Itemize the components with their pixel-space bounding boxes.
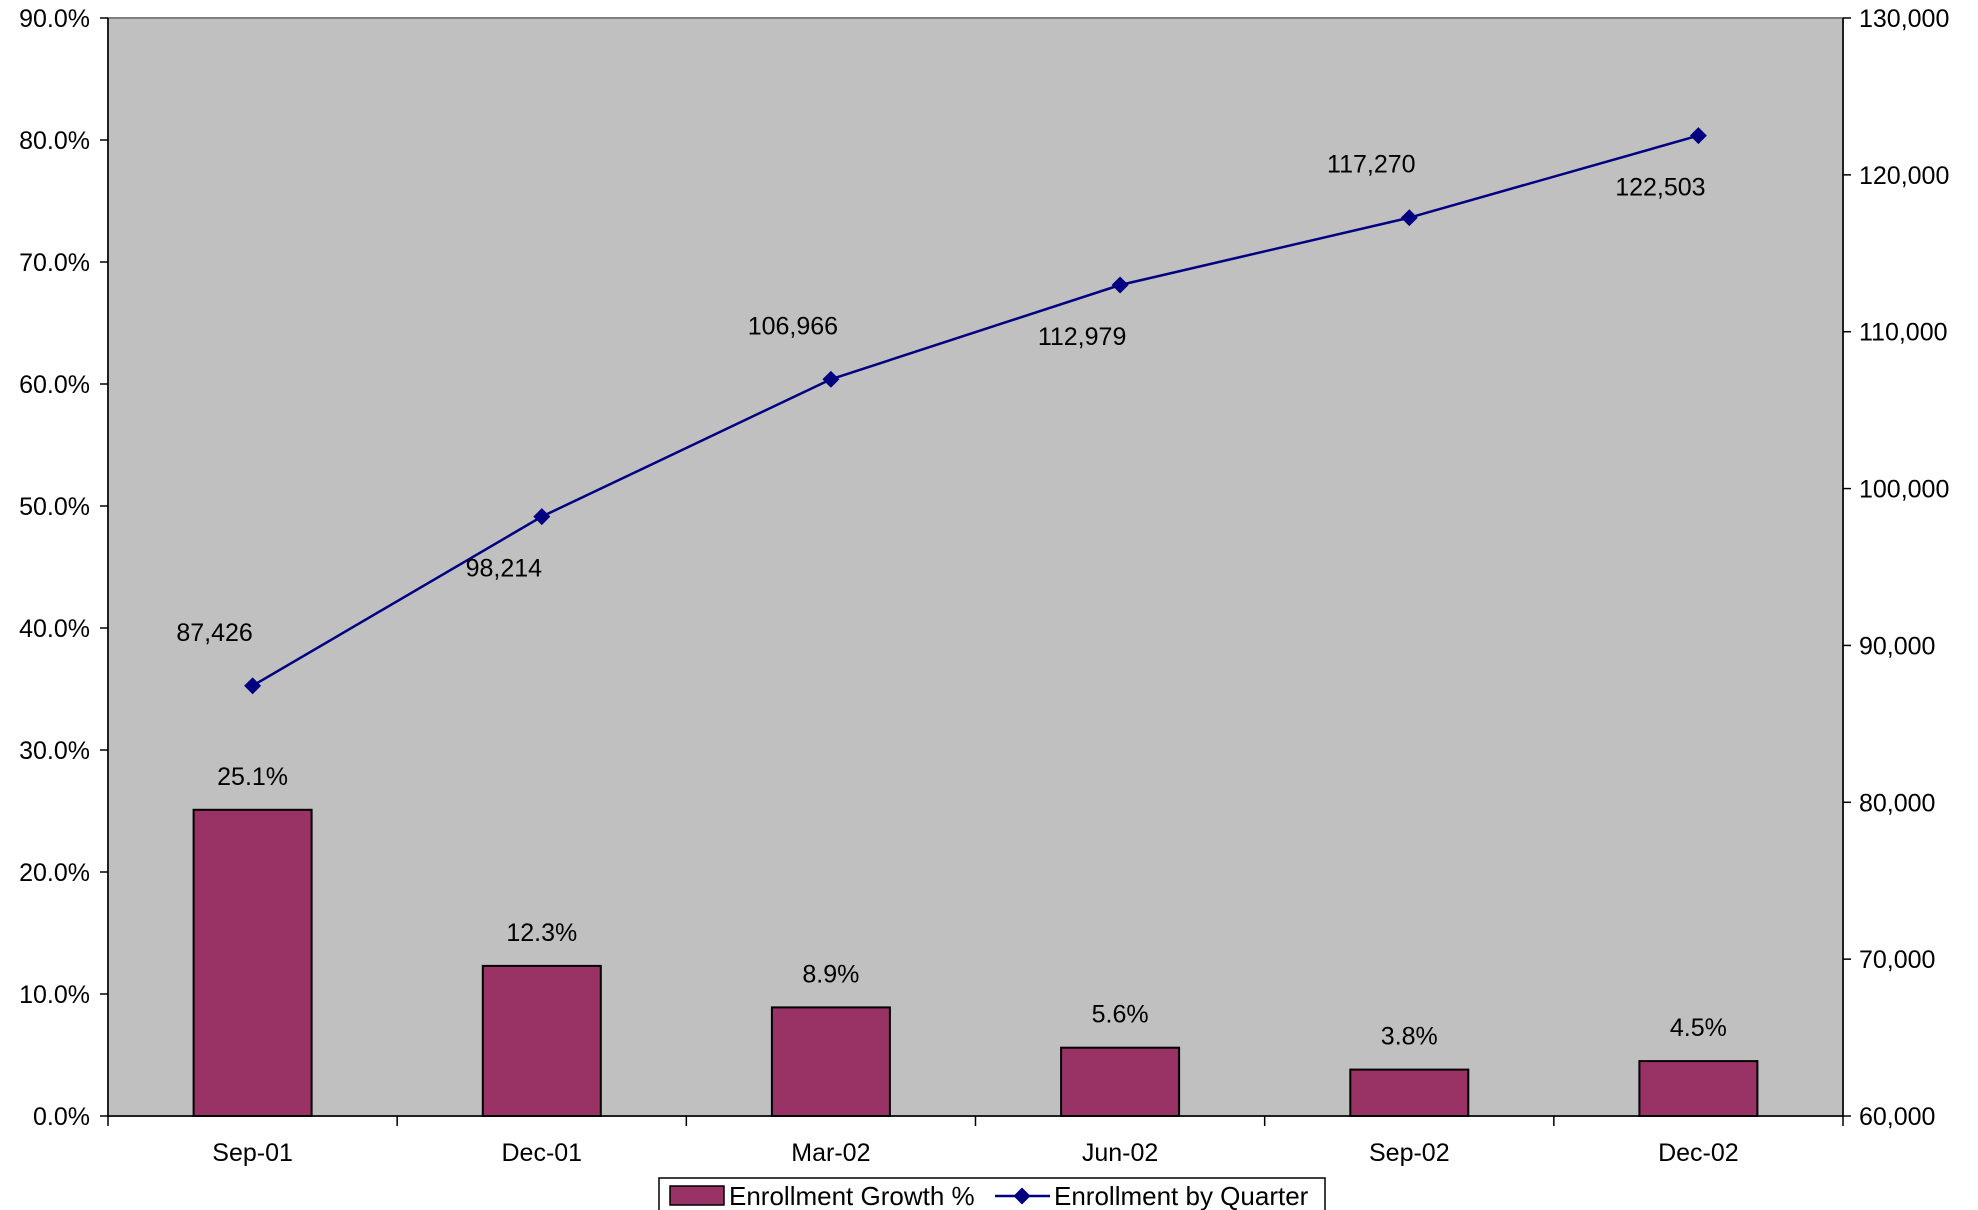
- y-left-tick-label-8: 80.0%: [19, 127, 90, 155]
- line-data-label-1: 98,214: [466, 555, 543, 583]
- labels-layer: 25.1% 12.3% 8.9% 5.6% 3.8% 4.5% 87,426 98,214 10…: [176, 151, 1727, 1051]
- y-right-tick-label-5: 110,000: [1859, 319, 1948, 347]
- y-left-tick-label-7: 70.0%: [19, 249, 90, 277]
- x-tick-label-3: Jun-02: [1082, 1139, 1158, 1167]
- y-left-tick-label-1: 10.0%: [19, 981, 90, 1009]
- y-left-tick-label-2: 20.0%: [19, 859, 90, 887]
- line-data-label-3: 112,979: [1038, 323, 1127, 351]
- plot-area: [107, 17, 1844, 1117]
- y-right-tick-label-6: 120,000: [1859, 162, 1949, 190]
- bar-data-label-1: 12.3%: [506, 919, 577, 947]
- bar-data-label-5: 4.5%: [1670, 1014, 1727, 1042]
- x-tick-label-0: Sep-01: [212, 1139, 293, 1167]
- legend-box: [658, 1177, 1326, 1210]
- bar-data-label-3: 5.6%: [1092, 1001, 1149, 1029]
- line-data-label-5: 122,503: [1615, 174, 1705, 202]
- y-left-tick-label-6: 60.0%: [19, 371, 90, 399]
- y-left-tick-label-9: 90.0%: [19, 5, 90, 33]
- axes-layer: 0.0% 10.0% 20.0% 30.0% 40.0% 50.0% 60.0% 70.0% 8…: [19, 5, 1949, 1167]
- bar-growth-0: [192, 808, 313, 1117]
- x-tick-label-5: Dec-02: [1658, 1139, 1739, 1167]
- line-point-2: [822, 370, 840, 388]
- bar-data-label-4: 3.8%: [1381, 1023, 1438, 1051]
- legend-line-marker: [1013, 1187, 1031, 1205]
- line-data-label-4: 117,270: [1327, 151, 1416, 179]
- line-enrollment: [251, 134, 1699, 687]
- legend-label-enrollment: Enrollment by Quarter: [1054, 1181, 1309, 1210]
- bars-layer: [192, 808, 1759, 1118]
- bar-growth-3: [1060, 1046, 1181, 1117]
- y-left-tick-label-3: 30.0%: [19, 737, 90, 765]
- y-left-tick-label-4: 40.0%: [19, 615, 90, 643]
- bar-growth-4: [1349, 1068, 1470, 1117]
- x-tick-label-4: Sep-02: [1369, 1139, 1450, 1167]
- bar-data-label-0: 25.1%: [217, 763, 288, 791]
- y-right-tick-label-3: 90,000: [1859, 632, 1935, 660]
- line-data-label-0: 87,426: [176, 619, 252, 647]
- legend-label-growth: Enrollment Growth %: [729, 1181, 975, 1210]
- x-tick-label-1: Dec-01: [502, 1139, 583, 1167]
- y-right-tick-label-2: 80,000: [1859, 789, 1935, 817]
- y-right-tick-label-0: 60,000: [1859, 1103, 1935, 1131]
- y-right-tick-label-1: 70,000: [1859, 946, 1935, 974]
- bar-data-label-2: 8.9%: [802, 960, 859, 988]
- line-point-0: [244, 677, 262, 695]
- y-left-tick-label-0: 0.0%: [33, 1103, 90, 1131]
- line-data-label-2: 106,966: [748, 312, 838, 340]
- bar-growth-5: [1638, 1060, 1759, 1117]
- legend: Enrollment Growth % Enrollment by Quarte…: [658, 1177, 1326, 1210]
- bar-growth-1: [481, 964, 602, 1118]
- x-tick-label-2: Mar-02: [791, 1139, 870, 1167]
- y-right-tick-label-4: 100,000: [1859, 476, 1949, 504]
- bar-growth-2: [770, 1006, 891, 1118]
- legend-bar-swatch: [669, 1185, 725, 1206]
- y-left-tick-label-5: 50.0%: [19, 493, 90, 521]
- y-right-tick-label-7: 130,000: [1859, 5, 1949, 33]
